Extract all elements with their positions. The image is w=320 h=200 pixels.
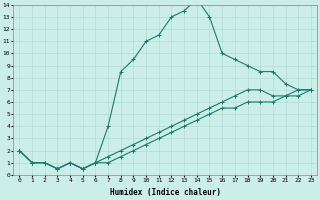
X-axis label: Humidex (Indice chaleur): Humidex (Indice chaleur) (110, 188, 220, 197)
